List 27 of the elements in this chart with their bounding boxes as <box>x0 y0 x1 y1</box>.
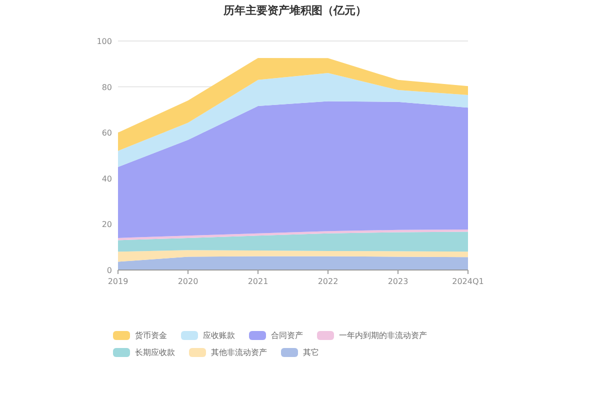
x-tick-label: 2023 <box>388 277 408 286</box>
x-tick-label: 2021 <box>248 277 268 286</box>
y-tick-label: 60 <box>102 128 112 138</box>
legend-label: 一年内到期的非流动资产 <box>339 331 427 340</box>
legend-合同资产: 合同资产 <box>249 331 303 340</box>
legend-label: 合同资产 <box>271 331 303 340</box>
legend-label: 货币资金 <box>135 331 167 340</box>
legend-货币资金: 货币资金 <box>113 331 167 340</box>
y-tick-label: 20 <box>102 220 112 230</box>
legend-label: 其它 <box>303 348 319 357</box>
legend-label: 应收账款 <box>203 331 235 340</box>
chart-title: 历年主要资产堆积图（亿元） <box>222 4 366 17</box>
x-tick-label: 2022 <box>318 277 338 286</box>
y-tick-label: 80 <box>102 82 112 92</box>
x-tick-label: 2024Q1 <box>452 277 484 286</box>
legend-应收账款: 应收账款 <box>181 331 235 340</box>
legend-一年内到期的非流动资产: 一年内到期的非流动资产 <box>317 331 427 340</box>
y-tick-label: 0 <box>106 266 112 275</box>
legend-其他非流动资产: 其他非流动资产 <box>189 348 267 357</box>
legend-长期应收款: 长期应收款 <box>113 348 175 357</box>
legend-label: 其他非流动资产 <box>211 348 267 357</box>
y-tick-label: 40 <box>102 174 112 184</box>
legend-label: 长期应收款 <box>135 348 175 357</box>
y-tick-label: 100 <box>96 37 112 46</box>
x-tick-label: 2019 <box>108 277 128 286</box>
legend-其它: 其它 <box>281 348 319 357</box>
x-tick-label: 2020 <box>178 277 198 286</box>
